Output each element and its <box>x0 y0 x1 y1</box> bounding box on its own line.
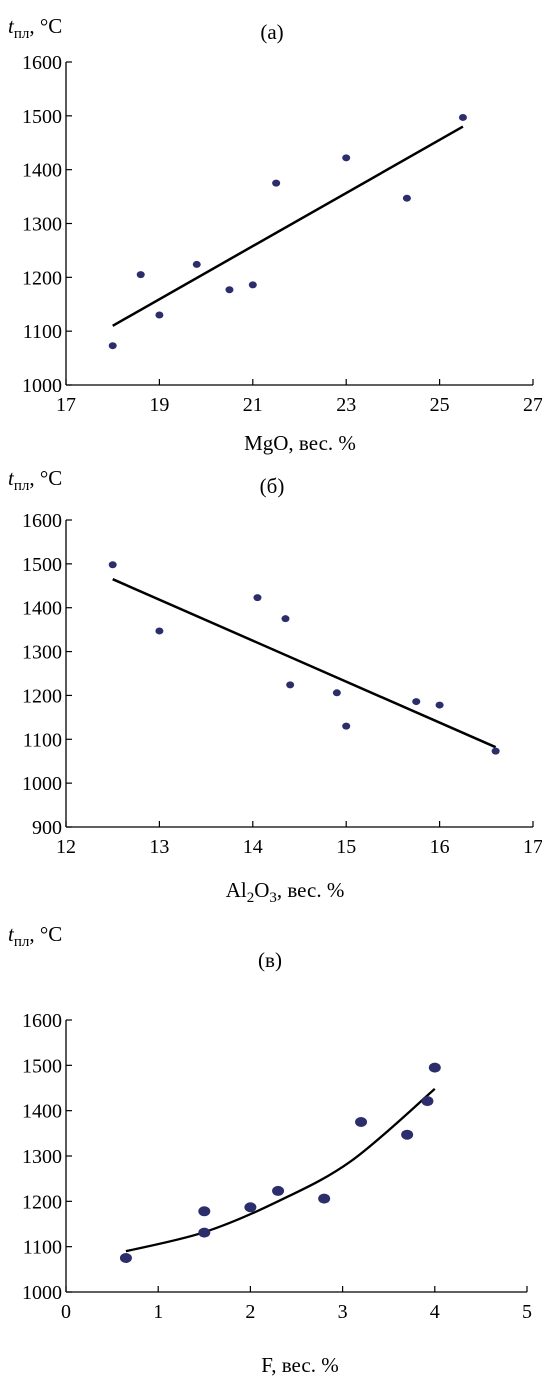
y-tick-label: 1000 <box>22 375 62 397</box>
data-point <box>225 286 234 294</box>
x-tick-label: 2 <box>245 1301 255 1323</box>
x-tick-label: 3 <box>338 1301 348 1323</box>
x-tick-label: 27 <box>523 394 542 416</box>
chart-a-svg: 1000 1100 1200 1300 1400 1500 1600 17 19 21 23 25 27… <box>8 14 542 455</box>
data-point <box>342 722 351 730</box>
y-axis-label: tпл, °C <box>8 466 62 494</box>
data-point <box>458 113 467 121</box>
y-tick-label: 1400 <box>22 160 62 182</box>
y-tick-label: 1300 <box>22 642 62 664</box>
data-point <box>198 1206 211 1217</box>
data-point <box>491 747 500 755</box>
x-tick-label: 13 <box>149 836 169 858</box>
chart-a: 1000 1100 1200 1300 1400 1500 1600 17 19 21 23 25 27… <box>0 0 542 460</box>
y-tick-label: 1100 <box>23 321 62 343</box>
chart-c-svg: 1000 1100 1200 1300 1400 1500 1600 0 1 2 3 4 5 tпл, °… <box>8 922 532 1377</box>
data-point <box>342 154 351 162</box>
x-tick-label: 15 <box>336 836 356 858</box>
trend-line <box>112 125 464 327</box>
data-point <box>253 594 262 602</box>
chart-b-svg: 900 1000 1100 1200 1300 1400 1500 1600 12 13 14 15 1… <box>8 466 542 906</box>
x-tick-label: 0 <box>61 1301 71 1323</box>
y-tick-label: 1500 <box>22 1055 62 1077</box>
y-tick-label: 1200 <box>22 685 62 707</box>
chart-b: 900 1000 1100 1200 1300 1400 1500 1600 12 13 14 15 1… <box>0 460 542 915</box>
panel-label: (б) <box>260 474 285 498</box>
y-tick-label: 1400 <box>22 598 62 620</box>
data-point <box>108 561 117 569</box>
data-point <box>355 1117 368 1127</box>
trend-line <box>112 578 497 749</box>
data-point <box>108 342 117 350</box>
data-point <box>155 311 164 319</box>
y-tick-label: 1600 <box>22 1010 62 1032</box>
y-tick-label: 1100 <box>23 729 62 751</box>
data-point <box>272 1185 285 1196</box>
x-tick-label: 4 <box>430 1301 440 1323</box>
data-point <box>192 260 201 268</box>
y-tick-label: 900 <box>32 817 62 839</box>
x-tick-label: 19 <box>149 394 169 416</box>
x-tick-label: 17 <box>523 836 542 858</box>
data-point <box>318 1193 331 1204</box>
y-tick-label: 1500 <box>22 554 62 576</box>
data-point <box>435 701 444 709</box>
y-axis-label: tпл, °C <box>8 14 62 42</box>
y-tick-label: 1400 <box>22 1101 62 1123</box>
x-tick-label: 16 <box>430 836 450 858</box>
data-point <box>401 1129 414 1140</box>
x-tick-label: 23 <box>336 394 356 416</box>
y-tick-label: 1100 <box>23 1237 62 1259</box>
data-point <box>428 1062 441 1073</box>
y-tick-label: 1300 <box>22 214 62 236</box>
y-tick-label: 1000 <box>22 773 62 795</box>
chart-c: 1000 1100 1200 1300 1400 1500 1600 0 1 2 3 4 5 tпл, °… <box>0 915 542 1383</box>
x-tick-label: 17 <box>56 394 76 416</box>
x-tick-label: 12 <box>56 836 76 858</box>
y-axis-label: tпл, °C <box>8 922 62 950</box>
panel-label: (а) <box>260 20 283 44</box>
trend-curve <box>125 1088 436 1253</box>
y-tick-label: 1200 <box>22 1191 62 1213</box>
y-tick-label: 1600 <box>22 510 62 532</box>
x-tick-label: 14 <box>243 836 263 858</box>
data-point <box>119 1253 132 1263</box>
data-point <box>244 1202 257 1213</box>
x-tick-label: 1 <box>153 1301 163 1323</box>
data-point <box>198 1227 211 1238</box>
data-point <box>332 689 341 697</box>
data-point <box>412 698 421 706</box>
x-axis-label: Al2O3, вес. % <box>226 878 345 906</box>
data-point <box>286 681 295 689</box>
x-axis-label: F, вес. % <box>261 1353 338 1377</box>
y-tick-label: 1500 <box>22 106 62 128</box>
y-tick-label: 1300 <box>22 1146 62 1168</box>
data-point <box>421 1096 434 1107</box>
panel-label: (в) <box>258 948 282 972</box>
data-point <box>248 281 257 289</box>
data-point <box>281 615 290 623</box>
x-tick-label: 5 <box>522 1301 532 1323</box>
x-axis-label: MgO, вес. % <box>244 431 356 455</box>
data-point <box>272 179 281 187</box>
x-tick-label: 21 <box>243 394 263 416</box>
y-tick-label: 1600 <box>22 52 62 74</box>
data-point <box>136 271 145 279</box>
y-tick-label: 1200 <box>22 267 62 289</box>
data-point <box>155 627 164 635</box>
y-tick-label: 1000 <box>22 1282 62 1304</box>
data-point <box>402 194 411 202</box>
x-tick-label: 25 <box>430 394 450 416</box>
